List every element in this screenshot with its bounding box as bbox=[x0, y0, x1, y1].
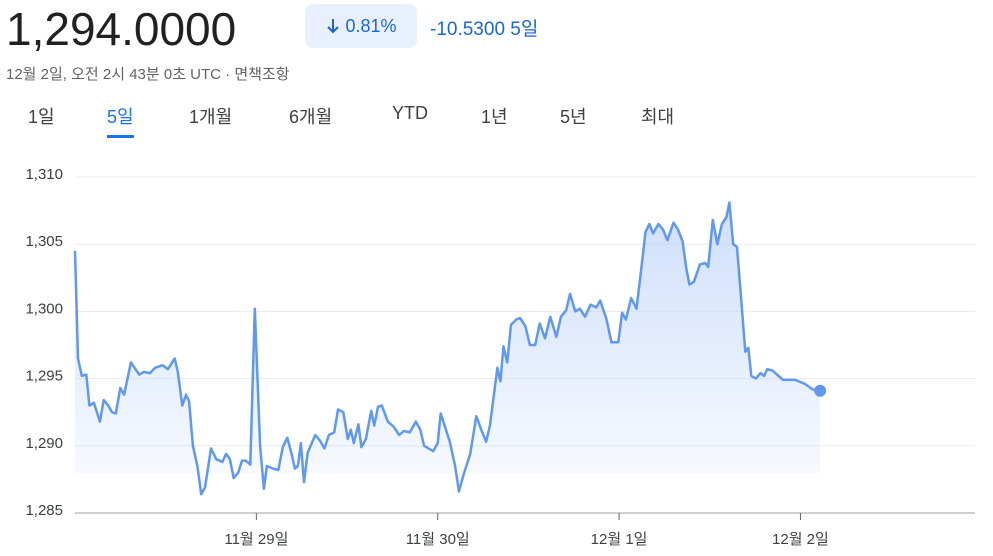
y-tick-label: 1,295 bbox=[25, 368, 63, 385]
y-tick-label: 1,310 bbox=[25, 166, 63, 183]
x-tick-label: 11월 29일 bbox=[224, 531, 288, 548]
change-badge: 0.81% bbox=[305, 4, 417, 48]
range-tab[interactable]: 1년 bbox=[481, 107, 508, 127]
range-tab[interactable]: YTD bbox=[392, 103, 428, 123]
change-value: -10.5300 bbox=[430, 19, 506, 40]
period: 5일 bbox=[510, 19, 539, 40]
timestamp: 12월 2일, 오전 2시 43분 0초 UTC · 면책조항 bbox=[6, 66, 290, 83]
range-tab[interactable]: 최대 bbox=[641, 107, 675, 127]
change: -10.5300 5일 bbox=[430, 14, 538, 41]
down-arrow bbox=[327, 19, 340, 34]
y-tick-label: 1,300 bbox=[25, 300, 63, 317]
x-tick-label: 12월 1일 bbox=[591, 531, 648, 548]
area bbox=[75, 202, 821, 495]
price-line bbox=[73, 201, 821, 496]
range-tab[interactable]: 5년 bbox=[560, 107, 587, 127]
price: 1,294.0000 bbox=[6, 3, 237, 55]
x-tick-label: 11월 30일 bbox=[406, 531, 470, 548]
x-tick-label: 12월 2일 bbox=[772, 531, 829, 548]
y-tick-label: 1,305 bbox=[25, 233, 63, 250]
y-tick-label: 1,285 bbox=[25, 502, 63, 519]
range-tab[interactable]: 5일 bbox=[107, 103, 134, 138]
range-tab[interactable]: 1개월 bbox=[189, 107, 233, 127]
range-tab[interactable]: 1일 bbox=[28, 107, 55, 127]
last-point bbox=[814, 384, 827, 397]
y-tick-label: 1,290 bbox=[25, 435, 63, 452]
range-tab[interactable]: 6개월 bbox=[289, 107, 333, 127]
change-percent: 0.81% bbox=[345, 15, 397, 36]
